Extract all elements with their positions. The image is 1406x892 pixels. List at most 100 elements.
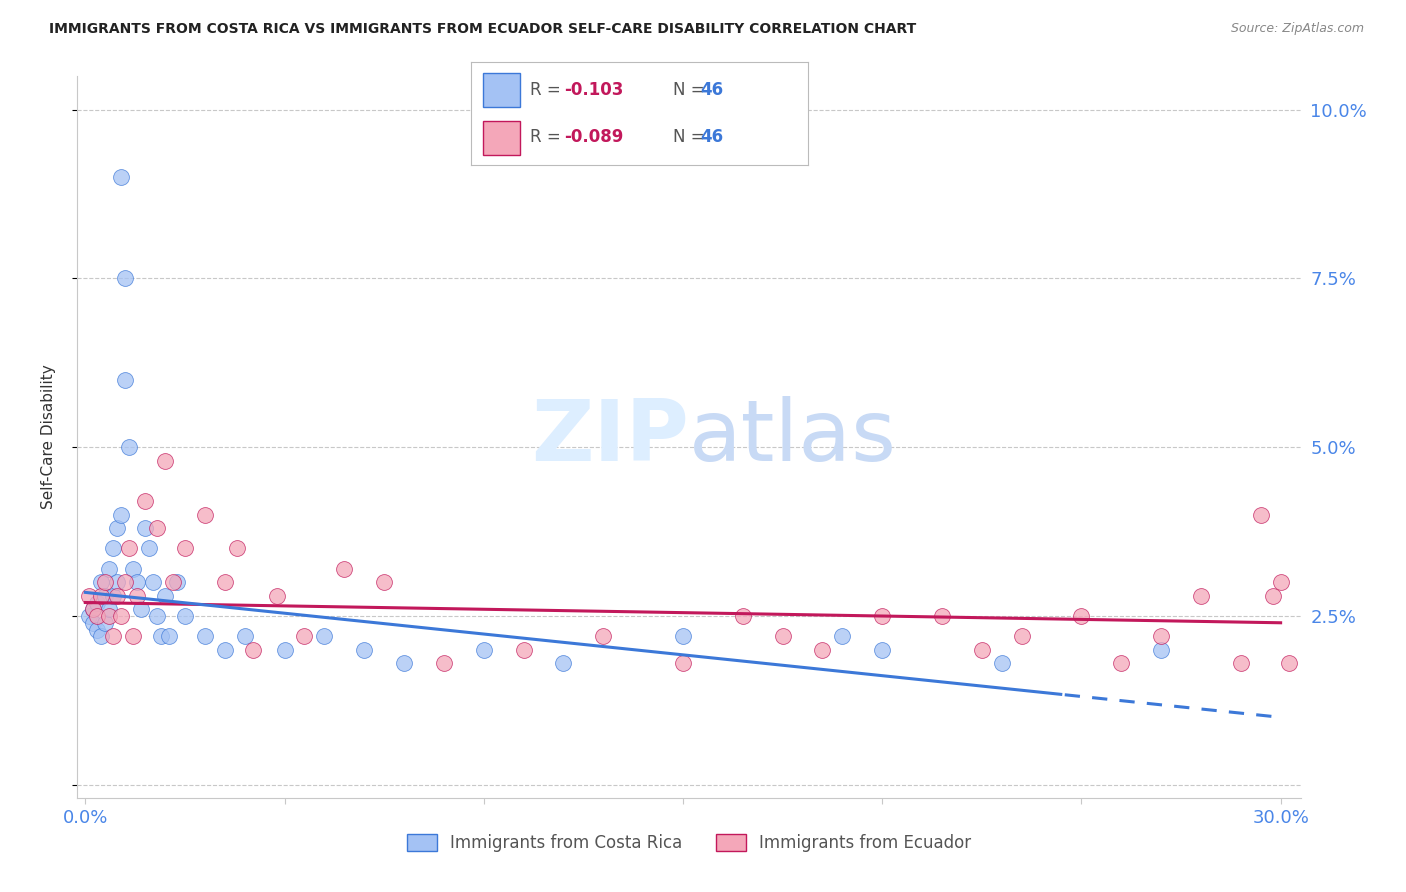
Point (79, 609, 101, 624)
Point (86, 609, 108, 624)
Point (94, 615, 117, 630)
Point (157, 629, 180, 643)
Point (194, 508, 217, 522)
Point (90, 629, 112, 643)
Point (98, 609, 121, 624)
Point (79, 589, 101, 603)
Point (162, 575, 184, 590)
Text: R =: R = (530, 128, 567, 146)
Point (1109, 657, 1132, 671)
Point (225, 541, 247, 556)
Point (1070, 609, 1092, 624)
Point (931, 609, 953, 624)
Point (134, 494, 156, 508)
Point (103, 589, 125, 603)
Y-axis label: Self-Care Disability: Self-Care Disability (42, 365, 56, 509)
Point (105, 589, 128, 603)
Point (138, 541, 160, 556)
Text: R =: R = (530, 81, 567, 99)
Point (94, 589, 117, 603)
Text: -0.089: -0.089 (564, 128, 623, 146)
Point (1150, 642, 1173, 657)
Point (105, 575, 128, 590)
Point (353, 642, 375, 657)
Point (433, 657, 456, 671)
Point (273, 642, 295, 657)
Point (127, 575, 149, 590)
Point (512, 642, 534, 657)
Legend: Immigrants from Costa Rica, Immigrants from Ecuador: Immigrants from Costa Rica, Immigrants f… (401, 827, 977, 859)
Point (110, 609, 132, 624)
Point (266, 589, 288, 603)
Point (90, 575, 112, 590)
Point (672, 629, 695, 643)
Point (870, 642, 893, 657)
Point (373, 575, 395, 590)
Point (103, 629, 125, 643)
Point (970, 642, 993, 657)
Text: IMMIGRANTS FROM COSTA RICA VS IMMIGRANTS FROM ECUADOR SELF-CARE DISABILITY CORRE: IMMIGRANTS FROM COSTA RICA VS IMMIGRANTS… (49, 22, 917, 37)
Point (114, 271, 136, 285)
Point (114, 575, 136, 590)
Point (142, 575, 165, 590)
Point (233, 629, 256, 643)
Point (672, 657, 695, 671)
Point (118, 440, 141, 454)
Point (1261, 589, 1284, 603)
Point (166, 575, 188, 590)
FancyBboxPatch shape (482, 73, 520, 106)
Point (153, 453, 176, 467)
Point (990, 657, 1012, 671)
Point (1229, 657, 1251, 671)
Point (1277, 657, 1299, 671)
Point (82, 602, 104, 616)
Point (214, 575, 236, 590)
Point (831, 629, 853, 643)
Point (86, 595, 108, 609)
Point (174, 541, 197, 556)
Text: N =: N = (673, 128, 710, 146)
Point (129, 602, 152, 616)
Text: -0.103: -0.103 (564, 81, 623, 99)
Point (1270, 575, 1292, 590)
Point (314, 629, 336, 643)
Point (110, 170, 132, 185)
Point (242, 642, 264, 657)
Text: 46: 46 (700, 128, 724, 146)
Text: N =: N = (673, 81, 710, 99)
Point (122, 562, 145, 576)
Point (811, 642, 834, 657)
Point (731, 609, 754, 624)
Point (118, 541, 141, 556)
FancyBboxPatch shape (482, 121, 520, 155)
Point (127, 589, 149, 603)
Point (472, 642, 495, 657)
Point (110, 508, 132, 522)
Text: 46: 46 (700, 81, 724, 99)
Point (98, 562, 121, 576)
Point (1250, 508, 1272, 522)
Point (392, 657, 415, 671)
Point (105, 521, 128, 535)
Point (82, 615, 104, 630)
Text: ZIP: ZIP (531, 395, 689, 479)
Point (134, 521, 156, 535)
Point (90, 589, 112, 603)
Point (1150, 629, 1173, 643)
Point (98, 602, 121, 616)
Text: Source: ZipAtlas.com: Source: ZipAtlas.com (1230, 22, 1364, 36)
Point (214, 642, 236, 657)
Point (146, 609, 169, 624)
Point (174, 609, 197, 624)
Point (94, 575, 117, 590)
Point (82, 602, 104, 616)
Point (553, 657, 575, 671)
Text: atlas: atlas (689, 395, 897, 479)
Point (1011, 629, 1033, 643)
Point (153, 589, 176, 603)
Point (150, 629, 173, 643)
Point (870, 609, 893, 624)
Point (122, 629, 145, 643)
Point (1189, 589, 1212, 603)
Point (86, 623, 108, 637)
